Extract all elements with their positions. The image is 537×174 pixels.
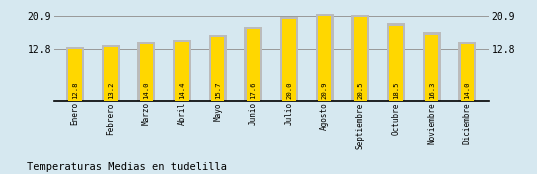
- Bar: [66, 47, 84, 101]
- Bar: [316, 14, 333, 101]
- Bar: [387, 23, 405, 101]
- Text: 14.0: 14.0: [465, 82, 470, 99]
- Bar: [351, 15, 369, 101]
- Text: 20.5: 20.5: [357, 82, 364, 99]
- Text: 15.7: 15.7: [215, 82, 221, 99]
- Bar: [353, 17, 367, 101]
- Text: 14.4: 14.4: [179, 82, 185, 99]
- Bar: [173, 40, 191, 101]
- Bar: [280, 17, 298, 101]
- Bar: [137, 42, 155, 101]
- Bar: [423, 32, 440, 101]
- Bar: [102, 45, 120, 101]
- Bar: [140, 44, 153, 101]
- Bar: [425, 35, 438, 101]
- Bar: [104, 47, 118, 101]
- Bar: [282, 19, 296, 101]
- Bar: [68, 49, 82, 101]
- Text: 20.9: 20.9: [322, 82, 328, 99]
- Bar: [209, 35, 227, 101]
- Text: 18.5: 18.5: [393, 82, 399, 99]
- Bar: [175, 42, 189, 101]
- Bar: [459, 42, 476, 101]
- Text: 20.0: 20.0: [286, 82, 292, 99]
- Text: Temperaturas Medias en tudelilla: Temperaturas Medias en tudelilla: [27, 162, 227, 172]
- Bar: [318, 16, 331, 101]
- Bar: [389, 26, 403, 101]
- Text: 16.3: 16.3: [429, 82, 434, 99]
- Bar: [246, 29, 260, 101]
- Text: 14.0: 14.0: [143, 82, 149, 99]
- Text: 13.2: 13.2: [108, 82, 114, 99]
- Text: 17.6: 17.6: [250, 82, 256, 99]
- Bar: [461, 44, 474, 101]
- Bar: [244, 27, 262, 101]
- Bar: [211, 37, 224, 101]
- Text: 12.8: 12.8: [72, 82, 78, 99]
